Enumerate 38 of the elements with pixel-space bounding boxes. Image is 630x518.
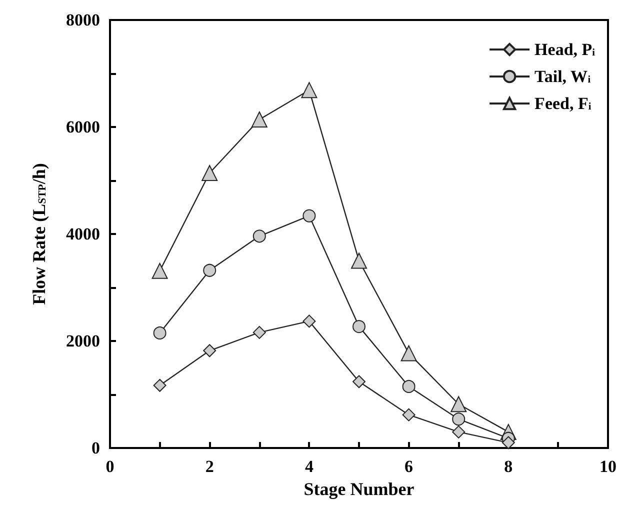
- point: [251, 112, 268, 128]
- x-tick-label: 0: [106, 457, 114, 476]
- x-tick-label: 8: [504, 457, 513, 476]
- legend-label: Tail, Wi: [534, 67, 591, 86]
- point: [152, 262, 168, 279]
- x-tick-label: 6: [404, 457, 414, 476]
- x-tick-label: 10: [600, 457, 616, 476]
- point: [402, 408, 416, 422]
- point: [302, 314, 316, 328]
- point: [402, 380, 416, 393]
- y-tick-label: 2000: [66, 332, 100, 350]
- point: [252, 230, 266, 243]
- x-tick-label: 2: [205, 457, 214, 476]
- point: [203, 264, 216, 277]
- point: [352, 320, 366, 334]
- point: [351, 252, 367, 269]
- y-tick-label: 4000: [66, 224, 100, 244]
- point: [400, 345, 417, 362]
- point: [452, 425, 466, 438]
- point: [352, 375, 366, 388]
- x-tick-label: 4: [304, 457, 314, 476]
- y-tick-label: 6000: [66, 118, 100, 136]
- point: [252, 326, 266, 339]
- point: [450, 396, 467, 412]
- point: [202, 165, 218, 182]
- point: [452, 412, 466, 426]
- legend-label: Head, Pi: [534, 40, 596, 59]
- point: [502, 436, 515, 450]
- y-axis-title: Flow Rate (LSTP/h): [28, 163, 49, 305]
- point: [302, 209, 316, 222]
- point: [153, 378, 166, 392]
- legend-label: Feed, Fi: [534, 94, 592, 113]
- point: [203, 344, 216, 358]
- point: [301, 82, 318, 98]
- x-axis-title: Stage Number: [304, 478, 414, 499]
- point: [153, 326, 166, 340]
- y-tick-label: 0: [92, 438, 100, 458]
- y-tick-label: 8000: [66, 10, 100, 30]
